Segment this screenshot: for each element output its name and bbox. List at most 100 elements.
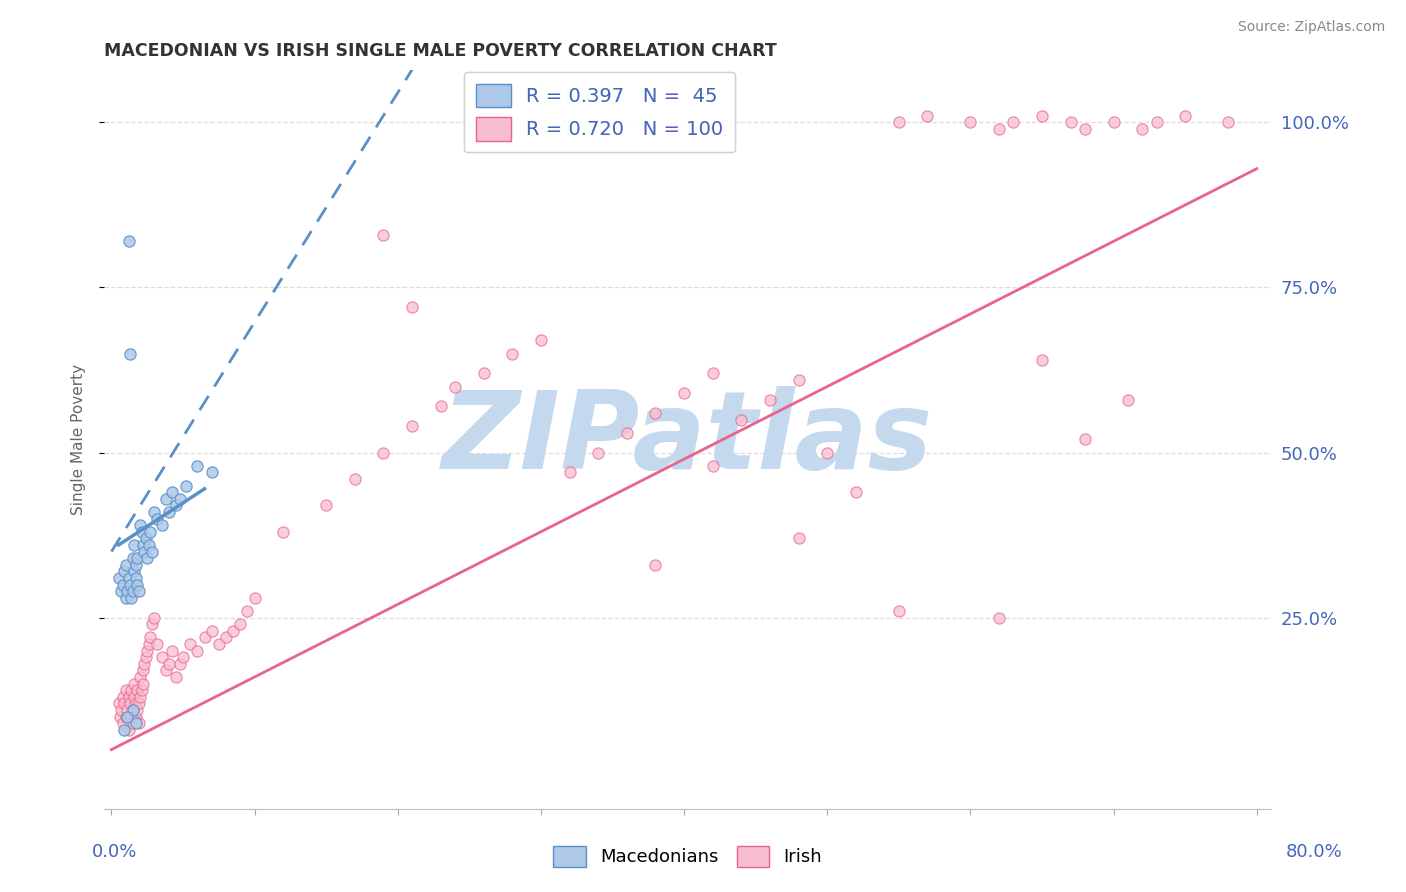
Point [787,373,810,387]
Point [988,610,1011,624]
Point [110,584,132,599]
Point [157,657,180,671]
Point [315,499,337,513]
Point [122,584,145,599]
Point [127,703,149,717]
Point [530,334,553,348]
Point [759,392,782,407]
Point [444,379,467,393]
Point [169,491,191,506]
Point [1146,115,1168,129]
Point [114,683,136,698]
Point [150,650,173,665]
Point [135,532,157,546]
Point [1031,353,1053,368]
Point [373,445,395,459]
Point [169,657,191,671]
Point [236,604,259,618]
Point [472,367,495,381]
Point [115,584,138,599]
Point [120,346,142,360]
Point [136,643,159,657]
Point [134,544,156,558]
Point [121,591,143,605]
Point [132,538,155,552]
Point [1116,392,1139,407]
Point [201,624,224,638]
Point [730,412,752,426]
Text: MACEDONIAN VS IRISH SINGLE MALE POVERTY CORRELATION CHART: MACEDONIAN VS IRISH SINGLE MALE POVERTY … [104,42,778,60]
Point [165,499,187,513]
Point [107,571,129,585]
Text: 80.0%: 80.0% [1286,843,1343,861]
Point [1002,115,1025,129]
Point [112,723,135,737]
Point [110,703,132,717]
Point [131,524,153,539]
Point [243,591,266,605]
Point [586,445,609,459]
Point [112,565,135,579]
Y-axis label: Single Male Poverty: Single Male Poverty [72,364,86,515]
Point [917,109,939,123]
Point [501,346,523,360]
Point [124,690,146,704]
Point [127,577,149,591]
Point [429,400,451,414]
Legend: R = 0.397   N =  45, R = 0.720   N = 100: R = 0.397 N = 45, R = 0.720 N = 100 [464,72,735,153]
Point [702,367,724,381]
Point [117,723,139,737]
Point [558,466,581,480]
Point [172,650,194,665]
Point [186,458,208,473]
Point [129,670,152,684]
Point [1174,109,1197,123]
Point [616,425,638,440]
Point [122,551,145,566]
Point [117,571,139,585]
Point [139,631,162,645]
Point [127,551,149,566]
Point [143,505,166,519]
Point [111,577,134,591]
Point [120,697,142,711]
Point [887,604,910,618]
Text: ZIPatlas: ZIPatlas [441,386,934,492]
Point [121,683,143,698]
Text: 0.0%: 0.0% [91,843,136,861]
Point [160,643,183,657]
Point [115,709,138,723]
Point [136,551,159,566]
Point [1059,115,1081,129]
Point [125,571,148,585]
Point [201,466,224,480]
Point [114,558,136,572]
Point [845,485,868,500]
Point [125,558,148,572]
Point [1031,109,1053,123]
Point [787,532,810,546]
Point [117,234,139,248]
Point [135,650,157,665]
Point [121,709,143,723]
Point [193,631,215,645]
Point [673,386,696,401]
Point [1074,122,1097,136]
Point [122,703,145,717]
Point [127,683,149,698]
Point [128,697,150,711]
Point [120,577,142,591]
Point [143,610,166,624]
Point [129,690,152,704]
Point [122,703,145,717]
Point [134,657,156,671]
Point [271,524,294,539]
Point [124,538,146,552]
Point [165,670,187,684]
Point [155,491,177,506]
Point [373,227,395,242]
Point [1102,115,1125,129]
Point [160,485,183,500]
Point [141,617,163,632]
Point [174,478,197,492]
